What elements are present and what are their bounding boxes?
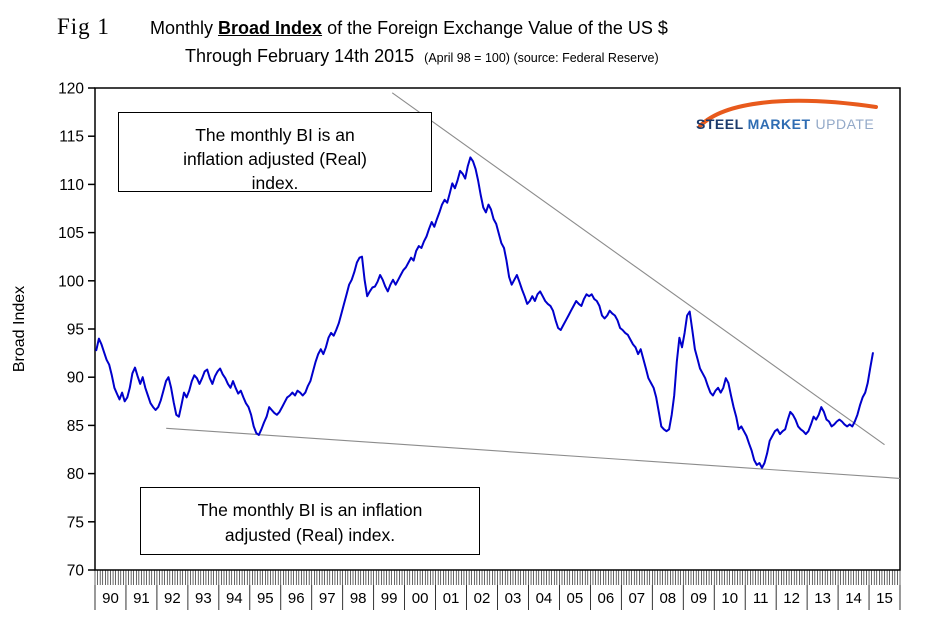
logo-word-steel: STEEL (696, 116, 744, 132)
x-year-label: 13 (814, 590, 831, 607)
upper-trendline (391, 92, 885, 446)
y-tick-label: 75 (67, 514, 84, 531)
annotation-line: index. (251, 173, 299, 192)
lower-trendline (166, 427, 901, 479)
logo-word-update: UPDATE (815, 116, 875, 132)
y-tick-label: 85 (67, 418, 84, 435)
y-tick-label: 110 (59, 177, 84, 194)
x-year-label: 98 (350, 590, 367, 607)
annotation-box-bottom: The monthly BI is an inflation adjusted … (140, 487, 480, 555)
x-year-label: 94 (226, 590, 243, 607)
y-axis-title: Broad Index (11, 286, 28, 372)
x-year-label: 15 (876, 590, 893, 607)
x-year-label: 05 (567, 590, 584, 607)
y-tick-label: 105 (58, 225, 84, 242)
chart-subtitle: Through February 14th 2015 (April 98 = 10… (185, 46, 659, 67)
y-tick-label: 70 (67, 563, 85, 580)
title-emphasis: Broad Index (218, 18, 323, 38)
annotation-line: adjusted (Real) index. (224, 525, 396, 545)
x-year-label: 08 (659, 590, 676, 607)
x-year-label: 04 (536, 590, 553, 607)
x-year-label: 12 (783, 590, 800, 607)
x-year-label: 99 (381, 590, 398, 607)
x-year-label: 06 (598, 590, 615, 607)
y-tick-label: 100 (58, 273, 84, 290)
broad-index-line (95, 156, 874, 469)
x-year-label: 11 (753, 590, 769, 607)
x-year-label: 10 (721, 590, 738, 607)
y-tick-label: 95 (67, 322, 84, 339)
x-year-label: 14 (845, 590, 862, 607)
logo-swoosh-icon (698, 98, 878, 128)
chart-title: Monthly Broad Index of the Foreign Excha… (150, 18, 668, 39)
y-tick-label: 80 (67, 466, 85, 483)
x-year-label: 96 (288, 590, 305, 607)
logo-text: STEEL MARKET UPDATE (696, 116, 874, 132)
x-year-label: 01 (443, 590, 460, 607)
x-year-label: 07 (628, 590, 645, 607)
title-suffix: of the Foreign Exchange Value of the US … (322, 18, 668, 38)
x-year-label: 95 (257, 590, 274, 607)
figure-number: Fig 1 (57, 14, 110, 39)
x-year-label: 91 (133, 590, 150, 607)
subtitle-text: Through February 14th 2015 (185, 46, 415, 66)
x-year-label: 93 (195, 590, 212, 607)
x-year-label: 03 (505, 590, 522, 607)
annotation-line: The monthly BI is an (195, 125, 355, 145)
annotation-box-top: The monthly BI is an inflation adjusted … (118, 112, 432, 192)
y-tick-label: 115 (59, 129, 84, 146)
annotation-line: inflation adjusted (Real) (183, 149, 367, 169)
title-prefix: Monthly (150, 18, 219, 38)
logo-word-market: MARKET (747, 116, 811, 132)
annotation-line: The monthly BI is an inflation (197, 500, 423, 520)
steel-market-update-logo: STEEL MARKET UPDATE (692, 96, 882, 138)
subtitle-note: (April 98 = 100) (source: Federal Reserv… (424, 51, 659, 65)
x-year-label: 09 (690, 590, 707, 607)
y-tick-label: 90 (67, 370, 85, 387)
x-year-label: 97 (319, 590, 336, 607)
x-year-label: 92 (164, 590, 181, 607)
x-year-label: 00 (412, 590, 429, 607)
x-year-label: 02 (474, 590, 491, 607)
y-tick-label: 120 (58, 81, 84, 98)
x-year-label: 90 (102, 590, 119, 607)
